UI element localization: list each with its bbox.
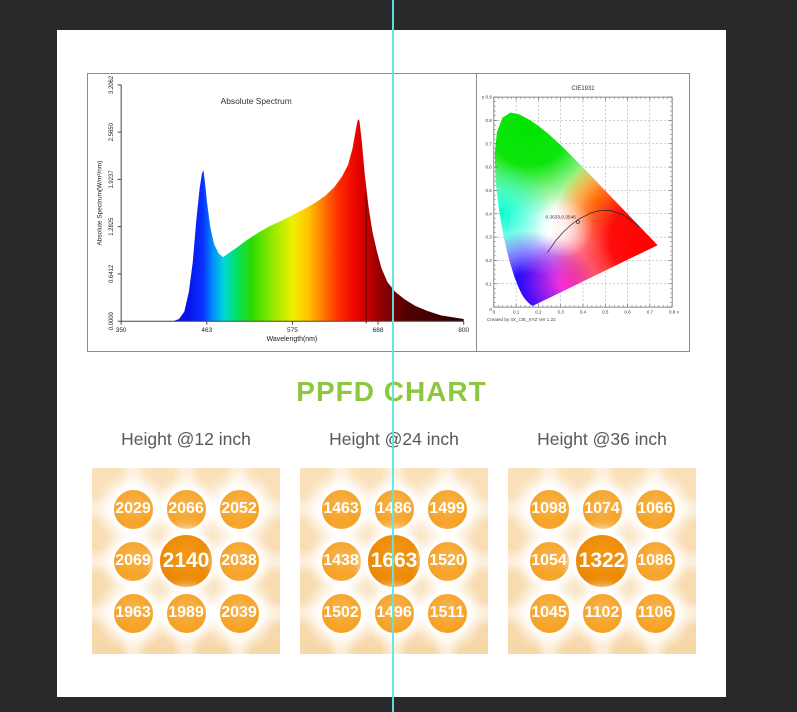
- cie-x-tick: 0.5: [602, 310, 609, 315]
- cie-y-tick: 0.6: [486, 165, 493, 170]
- cie-title: CIE1931: [571, 86, 595, 92]
- spectrum-y-tick: 0.6412: [109, 265, 115, 283]
- ppfd-value: 1438: [318, 538, 364, 584]
- ppfd-value: 2066: [163, 486, 209, 532]
- ppfd-column: Height @12 inch 2029 2066 2052 2069 2140 2038 1…: [92, 426, 280, 654]
- spectrum-x-tick: 800: [458, 327, 469, 334]
- ppfd-value-center: 2140: [157, 532, 215, 590]
- ppfd-value: 1963: [110, 590, 156, 636]
- cie-x-axis-letter: x: [677, 310, 680, 315]
- spectrum-x-tick: 575: [287, 327, 298, 334]
- ppfd-value: 1486: [371, 486, 417, 532]
- height-header: Height @36 inch: [537, 429, 667, 449]
- cie-y-tick: 0.7: [486, 141, 493, 146]
- content-sheet: 350 463 575 688 800 0.0000 0.6412 1.2825 1.9237 2…: [57, 30, 726, 697]
- spectrum-x-label: Wavelength(nm): [267, 336, 318, 343]
- cie-y-tick: 0.1: [486, 281, 493, 286]
- cie-x-tick: 0.2: [535, 310, 542, 315]
- ppfd-value: 2038: [216, 538, 262, 584]
- vertical-guide-line: [392, 0, 394, 712]
- ppfd-value: 1463: [318, 486, 364, 532]
- ppfd-column: Height @36 inch 1098 1074 1066 1054 1322 1086 1…: [508, 426, 696, 654]
- ppfd-value-center: 1322: [573, 532, 631, 590]
- ppfd-grid-panel: 1098 1074 1066 1054 1322 1086 1045 1102 1106: [508, 468, 696, 654]
- spectrum-y-tick: 2.5650: [109, 122, 115, 141]
- spectrum-area: [121, 119, 464, 322]
- ppfd-value: 1502: [318, 590, 364, 636]
- cie-y-tick: 0.8: [486, 118, 493, 123]
- ppfd-value: 2052: [216, 486, 262, 532]
- cie-y-tick: 0.4: [486, 211, 493, 216]
- cie-x-tick: 0: [493, 310, 496, 315]
- cie-x-tick: 0.7: [647, 310, 654, 315]
- cie-x-tick: 0.3: [558, 310, 565, 315]
- height-header: Height @12 inch: [121, 429, 251, 449]
- cie-blackbody-curve: [547, 210, 640, 253]
- ppfd-chart-title: PPFD CHART: [296, 376, 487, 407]
- spectrum-x-tick: 463: [201, 327, 212, 334]
- svg-text:0: 0: [489, 307, 492, 312]
- cie1931-chart: 0 0.1 0.2 0.3 0.4 0.5 0.6 0.7 0.8 x 0.1 0.2 0.3 0.4 0.…: [477, 73, 690, 352]
- ppfd-value: 1086: [632, 538, 678, 584]
- ppfd-grids: Height @12 inch 2029 2066 2052 2069 2140 2038 1…: [57, 426, 726, 656]
- absolute-spectrum-chart: 350 463 575 688 800 0.0000 0.6412 1.2825 1.9237 2…: [87, 73, 477, 352]
- cie-x-tick: 0.1: [513, 310, 520, 315]
- cie-caption: Created by 4X_CIE_XYZ Ver 1.22: [487, 317, 556, 322]
- cie-y-tick: y 0.9: [482, 95, 492, 100]
- cie-point-label: 0.3633,0.3546: [545, 214, 576, 220]
- ppfd-value: 1098: [526, 486, 572, 532]
- spectrum-x-tick: 350: [116, 327, 127, 334]
- ppfd-value: 1989: [163, 590, 209, 636]
- ppfd-value: 2069: [110, 538, 156, 584]
- ppfd-value: 1499: [424, 486, 470, 532]
- spectrum-y-label: Absolute Spectrum(W/m²/nm): [96, 161, 103, 246]
- ppfd-value: 1066: [632, 486, 678, 532]
- ppfd-value: 1054: [526, 538, 572, 584]
- cie1931-svg: 0 0.1 0.2 0.3 0.4 0.5 0.6 0.7 0.8 x0.10.20.30.40.…: [482, 86, 680, 322]
- ppfd-value: 1045: [526, 590, 572, 636]
- ppfd-value: 1102: [579, 590, 625, 636]
- cie-y-tick: 0.2: [486, 258, 493, 263]
- ppfd-value: 1511: [424, 590, 470, 636]
- ppfd-value: 1520: [424, 538, 470, 584]
- height-header: Height @24 inch: [329, 429, 459, 449]
- spectrum-y-tick: 0.0000: [109, 311, 115, 330]
- ppfd-value: 2039: [216, 590, 262, 636]
- cie-x-tick: 0.8: [669, 310, 676, 315]
- charts-row: 350 463 575 688 800 0.0000 0.6412 1.2825 1.9237 2…: [87, 73, 690, 352]
- spectrum-y-tick: 3.2062: [109, 76, 115, 94]
- ppfd-grid-panel: 2029 2066 2052 2069 2140 2038 1963 1989 2039: [92, 468, 280, 654]
- spectrum-y-tick: 1.9237: [109, 170, 115, 188]
- spectrum-title: Absolute Spectrum: [221, 96, 292, 106]
- ppfd-value: 2029: [110, 486, 156, 532]
- spectrum-x-tick: 688: [373, 327, 384, 334]
- ppfd-value: 1496: [371, 590, 417, 636]
- cie-y-tick: 0.5: [486, 188, 493, 193]
- ppfd-value-center: 1663: [365, 532, 423, 590]
- cie-y-tick: 0.3: [486, 235, 493, 240]
- ppfd-grid-panel: 1463 1486 1499 1438 1663 1520 1502 1496 1511: [300, 468, 488, 654]
- absolute-spectrum-svg: 350 463 575 688 800 0.0000 0.6412 1.2825 1.9237 2…: [96, 76, 469, 343]
- ppfd-value: 1106: [632, 590, 678, 636]
- cie-point-marker: [575, 220, 580, 224]
- cie-x-tick: 0.6: [624, 310, 631, 315]
- cie-x-tick: 0.4: [580, 310, 587, 315]
- spectrum-y-tick: 1.2825: [109, 217, 115, 236]
- ppfd-value: 1074: [579, 486, 625, 532]
- ppfd-column: Height @24 inch 1463 1486 1499 1438 1663 1520 1…: [300, 426, 488, 654]
